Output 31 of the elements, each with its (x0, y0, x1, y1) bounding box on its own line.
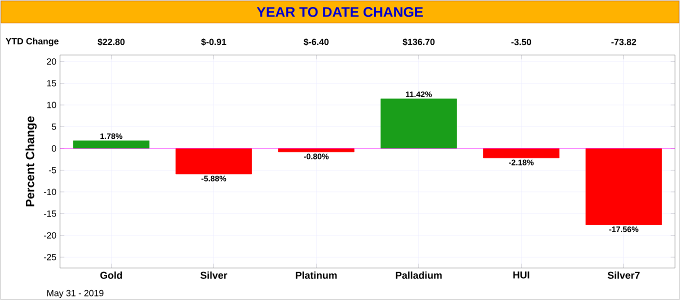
y-axis-title: Percent Change (25, 116, 37, 206)
y-tick-label: -15 (44, 210, 56, 217)
annotation: $-0.91 (201, 38, 226, 46)
bar (73, 140, 150, 148)
y-tick-label: 15 (47, 80, 56, 86)
annotation: $22.80 (98, 38, 125, 46)
x-tick-label: Platinum (296, 271, 337, 279)
x-tick-label: HUI (513, 271, 530, 278)
y-tick-label: -10 (44, 188, 56, 195)
x-tick-label: Gold (100, 271, 122, 279)
text: May 31 - 2019 (47, 290, 104, 298)
text: YTD Change (6, 38, 59, 46)
annotation: $136.70 (402, 38, 435, 46)
y-tick-label: -25 (44, 254, 56, 260)
chart-title: YEAR TO DATE CHANGE (256, 6, 423, 17)
x-tick-label: Palladium (396, 271, 442, 279)
y-tick-label: 5 (52, 123, 56, 130)
bar (483, 148, 560, 158)
bar (586, 148, 662, 225)
y-tick-label: 20 (46, 58, 56, 65)
x-tick-label: Silver (200, 271, 228, 279)
annotation: -73.82 (611, 38, 636, 45)
x-tick-label: Silver7 (608, 271, 640, 279)
y-tick-label: -5 (48, 166, 56, 174)
y-tick-label: 10 (47, 102, 56, 108)
annotation: -3.50 (511, 38, 532, 45)
y-tick-label: 0 (52, 145, 56, 152)
annotation: $-6.40 (304, 38, 329, 46)
bar (176, 148, 252, 174)
y-tick-label: -20 (44, 232, 56, 238)
bar (380, 98, 457, 148)
